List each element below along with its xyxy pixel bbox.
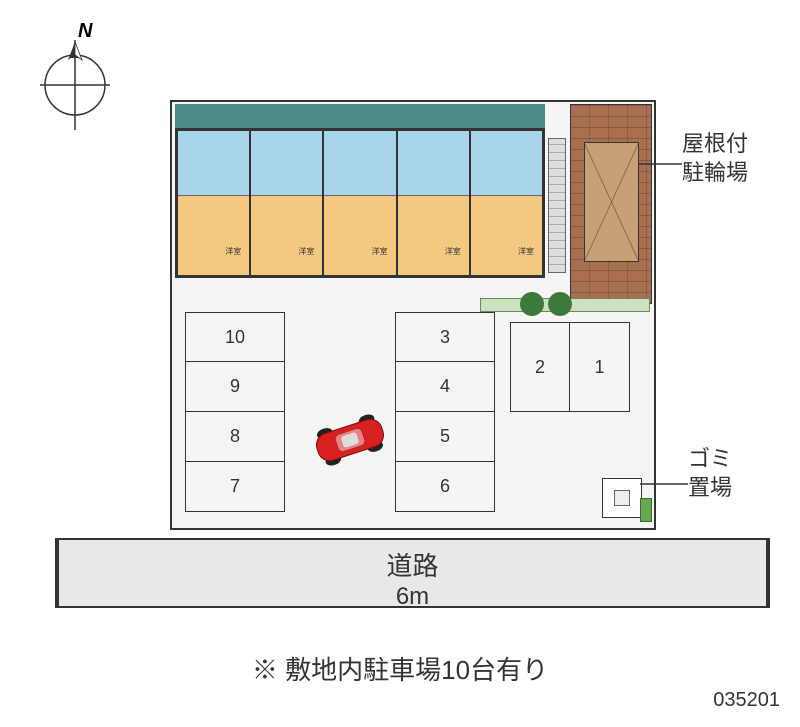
parking-mid: 3 4 5 6 [395,312,495,512]
bike-label: 屋根付 駐輪場 [682,130,748,187]
parking-spot: 4 [395,362,495,412]
parking-right: 2 1 [510,322,630,412]
unit-5: 洋室 [470,130,543,276]
trash-area [602,478,642,518]
bike-shed [584,142,639,262]
code: 035201 [713,689,780,712]
parking-spot: 5 [395,412,495,462]
parking-spot: 1 [570,322,630,412]
compass-icon [30,40,120,130]
parking-spot: 7 [185,462,285,512]
parking-spot: 9 [185,362,285,412]
trash-leader-line [640,480,688,490]
unit-4: 洋室 [397,130,470,276]
site-plan: N 洋室 洋室 洋室 洋室 洋室 [0,0,800,727]
bush-2 [548,292,572,316]
parking-spot: 2 [510,322,570,412]
unit-3: 洋室 [323,130,396,276]
unit-1: 洋室 [177,130,250,276]
parking-spot: 6 [395,462,495,512]
stairs-icon [548,138,566,273]
road-label: 道路 [59,546,766,583]
bush-1 [520,292,544,316]
bike-leader-line [638,162,682,182]
units-row: 洋室 洋室 洋室 洋室 洋室 [175,128,545,278]
note: ※ 敷地内駐車場10台有り [0,650,800,687]
road: 道路 6m [55,538,770,608]
trash-label: ゴミ 置場 [688,445,732,502]
compass: N [30,20,120,130]
parking-spot: 10 [185,312,285,362]
trash-plant [640,498,652,522]
unit-2: 洋室 [250,130,323,276]
road-width: 6m [59,583,766,611]
parking-spot: 3 [395,312,495,362]
parking-spot: 8 [185,412,285,462]
parking-left: 10 9 8 7 [185,312,285,512]
